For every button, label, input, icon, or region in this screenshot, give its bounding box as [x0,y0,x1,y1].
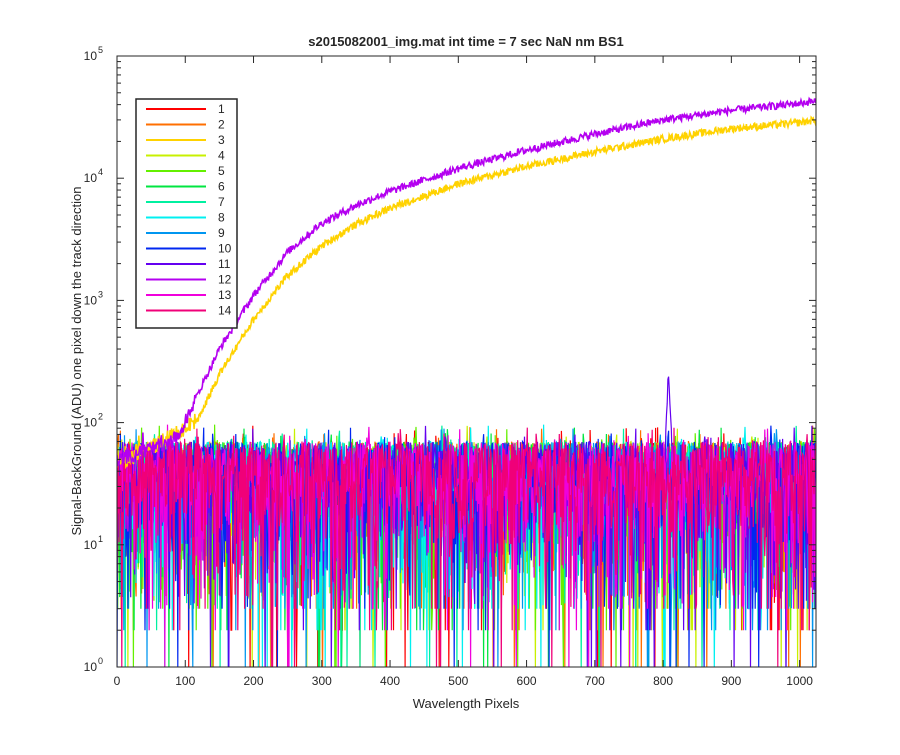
x-tick-label: 400 [380,674,400,688]
legend-label-6: 6 [218,180,225,194]
y-tick-exponent: 3 [98,289,103,299]
series-line-11 [117,376,816,667]
y-tick-label: 10 [84,171,98,185]
series-line-3 [117,115,816,470]
series-line-14 [117,427,816,667]
y-tick-label: 10 [84,538,98,552]
x-tick-label: 200 [244,674,264,688]
x-tick-label: 900 [721,674,741,688]
x-axis-label: Wavelength Pixels [413,696,520,711]
legend-label-1: 1 [218,102,225,116]
y-tick-exponent: 2 [98,412,103,422]
y-tick-exponent: 0 [98,656,103,666]
x-tick-label: 700 [585,674,605,688]
chart-title: s2015082001_img.mat int time = 7 sec NaN… [308,34,623,49]
y-tick-exponent: 5 [98,45,103,55]
axes-box [116,55,817,668]
legend-label-2: 2 [218,118,225,132]
x-tick-label: 300 [312,674,332,688]
y-tick-label: 10 [84,49,98,63]
y-tick-label: 10 [84,293,98,307]
legend-label-5: 5 [218,164,225,178]
y-tick-label: 10 [84,416,98,430]
y-axis-label: Signal-BackGround (ADU) one pixel down t… [69,186,84,535]
legend-label-4: 4 [218,149,225,163]
x-tick-label: 0 [114,674,121,688]
y-tick-label: 10 [84,660,98,674]
y-tick-exponent: 1 [98,534,103,544]
legend-box[interactable] [135,98,238,329]
legend-label-10: 10 [218,242,232,256]
x-tick-label: 500 [448,674,468,688]
legend-label-7: 7 [218,195,225,209]
legend-label-3: 3 [218,133,225,147]
x-tick-label: 1000 [786,674,813,688]
legend-label-9: 9 [218,226,225,240]
legend-label-14: 14 [218,304,232,318]
x-tick-label: 100 [175,674,195,688]
x-tick-label: 800 [653,674,673,688]
legend-label-8: 8 [218,211,225,225]
legend-label-11: 11 [218,257,231,271]
legend-label-13: 13 [218,288,232,302]
y-tick-exponent: 4 [98,167,103,177]
x-tick-label: 600 [517,674,537,688]
legend-label-12: 12 [218,273,232,287]
series-layer [117,96,816,667]
